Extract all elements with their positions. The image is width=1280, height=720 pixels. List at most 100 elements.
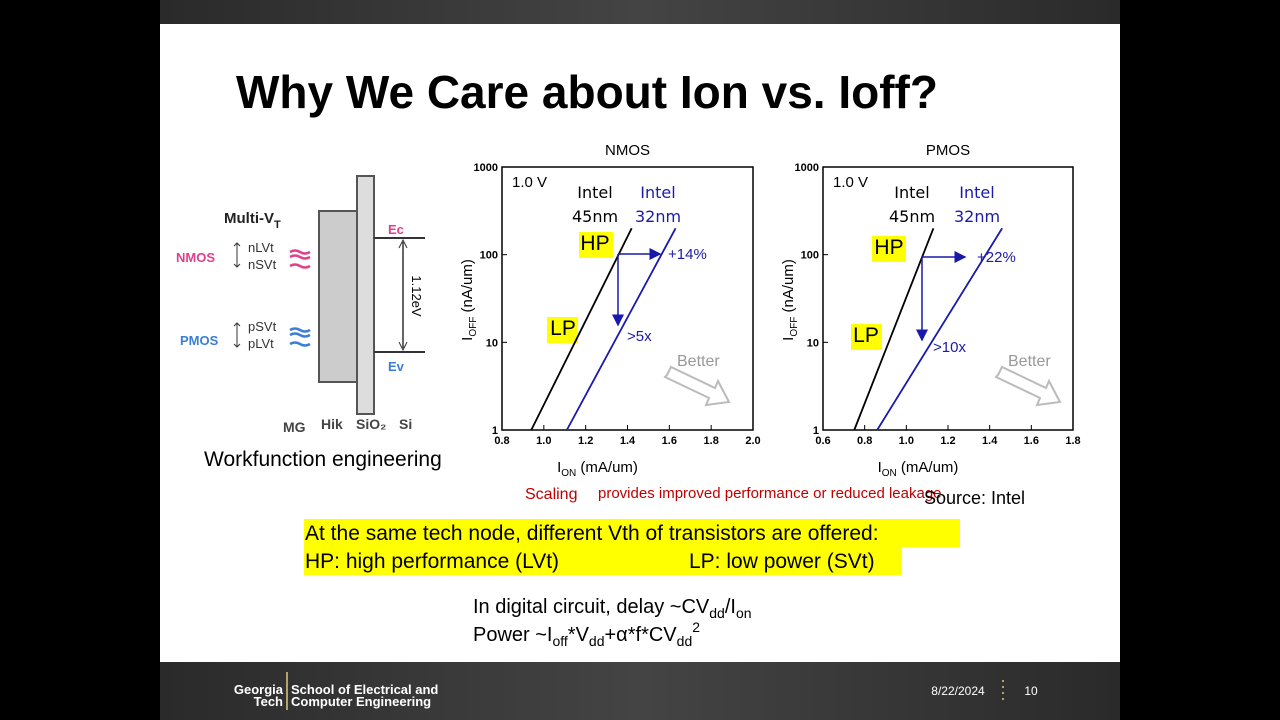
better-arrow	[663, 365, 731, 407]
top-bar	[160, 0, 1120, 24]
band-diagram: Multi-VT 1.12eV Ec Ev NMOS PMOS nLVt nSV…	[176, 175, 425, 435]
label-part: (nA/um)	[459, 259, 476, 317]
y-axis-label: IOFF (nA/um)	[780, 259, 800, 341]
slide-title: Why We Care about Ion vs. Ioff?	[236, 66, 938, 118]
highlight-bg	[304, 547, 902, 575]
label-part: OFF	[468, 317, 479, 337]
label-part: OFF	[789, 317, 800, 337]
layer-hik: Hik	[321, 416, 343, 432]
annotation: HP	[874, 236, 903, 259]
highlight-hp: HP: high performance (LVt)	[305, 550, 559, 573]
nlvt-label: nLVt	[248, 240, 274, 255]
psvt-label: pSVt	[248, 319, 277, 334]
label-part: I	[780, 337, 797, 341]
x-tick-label: 1.8	[1065, 435, 1080, 447]
ec-label: Ec	[388, 222, 404, 237]
gap-label: 1.12eV	[409, 275, 424, 317]
series-line	[530, 227, 633, 431]
label-part: (nA/um)	[780, 259, 797, 317]
layer-mg: MG	[283, 419, 306, 435]
x-tick-label: 1.0	[536, 435, 551, 447]
diagram-caption: Workfunction engineering	[204, 448, 442, 471]
x-tick-label: 0.8	[857, 435, 872, 447]
annotation: HP	[580, 232, 609, 255]
formula-text: *V	[568, 624, 590, 646]
page-number: 10	[1024, 684, 1038, 698]
annotation: >5x	[627, 328, 652, 345]
x-axis-label: ION (mA/um)	[878, 459, 959, 479]
formula-text: /I	[725, 596, 736, 618]
y-tick-label: 1	[492, 425, 498, 437]
date: 8/22/2024	[931, 684, 985, 698]
metal-gate	[318, 210, 358, 383]
annotation: LP	[550, 317, 576, 340]
x-tick-label: 1.8	[704, 435, 719, 447]
vt-arrows	[233, 242, 241, 348]
source: Source: Intel	[924, 488, 1025, 508]
y-tick-label: 10	[486, 337, 498, 349]
highlight	[579, 232, 613, 258]
series-line	[853, 227, 935, 431]
formula-text: Power ~I	[473, 624, 552, 646]
annotation: +14%	[668, 246, 707, 263]
highlight-line: At the same tech node, different Vth of …	[305, 522, 879, 545]
x-tick-label: 1.4	[982, 435, 998, 447]
better-arrow	[994, 365, 1062, 407]
logo-line: Georgia	[234, 682, 284, 697]
highlight	[547, 317, 578, 343]
highlight	[872, 236, 906, 262]
y-tick-label: 10	[807, 337, 819, 349]
scaling-word: Scaling	[525, 486, 577, 503]
y-tick-label: 1	[813, 425, 819, 437]
oxide	[356, 175, 375, 415]
series-name: Intel 32nm	[634, 183, 682, 226]
school-line: Computer Engineering	[291, 694, 431, 709]
nsvt-label: nSVt	[248, 257, 277, 272]
label-part: ON	[561, 468, 576, 479]
annotation: +22%	[977, 249, 1016, 266]
heading-sub: T	[274, 219, 281, 231]
formula-sub: on	[736, 605, 752, 621]
chart-title: PMOS	[926, 142, 970, 159]
y-tick-label: 1000	[795, 162, 819, 174]
annotation: >10x	[933, 339, 966, 356]
annotation: Better	[1008, 353, 1051, 370]
y-tick-label: 1000	[474, 162, 498, 174]
y-axis-label: IOFF (nA/um)	[459, 259, 479, 341]
formula-sup: 2	[692, 619, 700, 635]
series-line	[876, 227, 1003, 431]
label-part: (mA/um)	[576, 459, 638, 476]
highlight	[851, 324, 882, 350]
annotation: Better	[677, 353, 720, 370]
heading-text: Multi-V	[224, 210, 274, 227]
series-name: Intel 32nm	[953, 183, 1001, 226]
label-part: I	[878, 459, 882, 476]
diagram-heading: Multi-VT	[224, 210, 281, 231]
pmos-label: PMOS	[180, 333, 219, 348]
footer-bar	[160, 662, 1120, 720]
nmos-label: NMOS	[176, 250, 215, 265]
layer-si: Si	[399, 416, 412, 432]
annotation: 1.0 V	[833, 174, 868, 191]
layer-sio2: SiO₂	[356, 416, 386, 432]
formula-text: +α*f*CV	[605, 624, 678, 646]
x-tick-label: 1.6	[662, 435, 677, 447]
power-formula: Power ~Ioff*Vdd+α*f*CVdd2	[473, 619, 700, 649]
formula-sub: dd	[709, 605, 725, 621]
x-tick-label: 1.6	[1024, 435, 1039, 447]
school-line: School of Electrical and	[291, 682, 438, 697]
logo-line: Tech	[254, 694, 283, 709]
plvt-label: pLVt	[248, 336, 274, 351]
x-axis-label: ION (mA/um)	[557, 459, 638, 479]
highlight-bg	[304, 519, 960, 547]
label-part: I	[459, 337, 476, 341]
pmos-levels	[289, 327, 311, 347]
formula-sub: dd	[677, 633, 693, 649]
y-tick-label: 100	[480, 250, 498, 262]
annotation: 1.0 V	[512, 174, 547, 191]
formula-sub: off	[552, 633, 567, 649]
delay-formula: In digital circuit, delay ~CVdd/Ion	[473, 596, 752, 621]
x-tick-label: 1.2	[940, 435, 955, 447]
